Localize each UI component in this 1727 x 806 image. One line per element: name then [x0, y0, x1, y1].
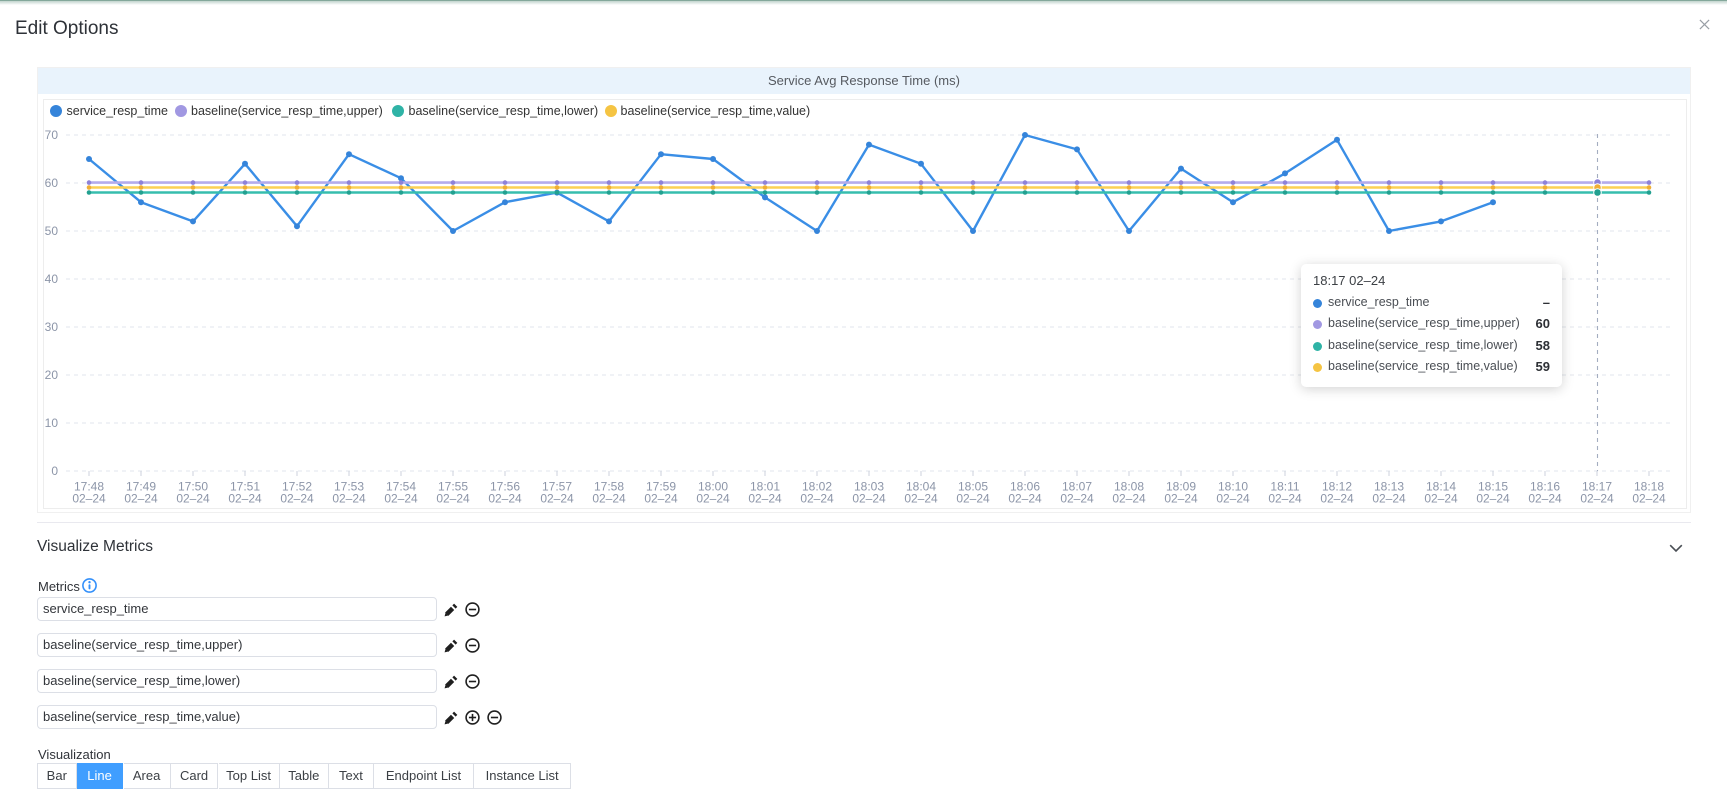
- svg-text:02–24: 02–24: [384, 492, 418, 506]
- svg-text:18:09: 18:09: [1166, 480, 1196, 494]
- svg-text:02–24: 02–24: [800, 492, 834, 506]
- svg-text:18:08: 18:08: [1114, 480, 1144, 494]
- svg-text:02–24: 02–24: [852, 492, 886, 506]
- svg-text:18:14: 18:14: [1426, 480, 1456, 494]
- svg-text:18:01: 18:01: [750, 480, 780, 494]
- svg-text:02–24: 02–24: [280, 492, 314, 506]
- svg-text:02–24: 02–24: [1528, 492, 1562, 506]
- svg-text:02–24: 02–24: [1580, 492, 1614, 506]
- svg-text:70: 70: [45, 128, 59, 142]
- svg-text:60: 60: [45, 176, 59, 190]
- svg-text:17:48: 17:48: [74, 480, 104, 494]
- svg-text:18:04: 18:04: [906, 480, 936, 494]
- svg-text:18:05: 18:05: [958, 480, 988, 494]
- svg-text:02–24: 02–24: [124, 492, 158, 506]
- svg-text:02–24: 02–24: [1164, 492, 1198, 506]
- svg-text:02–24: 02–24: [748, 492, 782, 506]
- svg-text:17:54: 17:54: [386, 480, 416, 494]
- svg-text:18:17: 18:17: [1582, 480, 1612, 494]
- svg-text:02–24: 02–24: [1060, 492, 1094, 506]
- svg-text:40: 40: [45, 272, 59, 286]
- svg-text:02–24: 02–24: [592, 492, 626, 506]
- svg-text:17:57: 17:57: [542, 480, 572, 494]
- svg-text:10: 10: [45, 416, 59, 430]
- svg-text:02–24: 02–24: [540, 492, 574, 506]
- svg-text:17:51: 17:51: [230, 480, 260, 494]
- svg-text:20: 20: [45, 368, 59, 382]
- svg-text:02–24: 02–24: [72, 492, 106, 506]
- svg-text:17:50: 17:50: [178, 480, 208, 494]
- svg-text:02–24: 02–24: [1216, 492, 1250, 506]
- svg-text:18:07: 18:07: [1062, 480, 1092, 494]
- svg-text:02–24: 02–24: [1008, 492, 1042, 506]
- svg-text:18:18: 18:18: [1634, 480, 1664, 494]
- svg-text:02–24: 02–24: [1632, 492, 1666, 506]
- svg-text:18:00: 18:00: [698, 480, 728, 494]
- svg-text:02–24: 02–24: [904, 492, 938, 506]
- svg-text:02–24: 02–24: [436, 492, 470, 506]
- svg-text:02–24: 02–24: [1112, 492, 1146, 506]
- svg-text:18:16: 18:16: [1530, 480, 1560, 494]
- svg-text:18:11: 18:11: [1270, 480, 1299, 494]
- svg-text:02–24: 02–24: [1320, 492, 1354, 506]
- svg-text:18:13: 18:13: [1374, 480, 1404, 494]
- svg-text:02–24: 02–24: [1476, 492, 1510, 506]
- svg-text:02–24: 02–24: [176, 492, 210, 506]
- svg-text:18:15: 18:15: [1478, 480, 1508, 494]
- svg-text:17:55: 17:55: [438, 480, 468, 494]
- svg-text:02–24: 02–24: [956, 492, 990, 506]
- svg-text:50: 50: [45, 224, 59, 238]
- svg-text:17:53: 17:53: [334, 480, 364, 494]
- svg-text:18:03: 18:03: [854, 480, 884, 494]
- svg-text:02–24: 02–24: [696, 492, 730, 506]
- svg-text:18:12: 18:12: [1322, 480, 1352, 494]
- svg-text:18:10: 18:10: [1218, 480, 1248, 494]
- svg-text:02–24: 02–24: [1268, 492, 1302, 506]
- svg-text:17:49: 17:49: [126, 480, 156, 494]
- svg-text:02–24: 02–24: [488, 492, 522, 506]
- svg-text:02–24: 02–24: [228, 492, 262, 506]
- svg-text:02–24: 02–24: [1372, 492, 1406, 506]
- svg-text:02–24: 02–24: [332, 492, 366, 506]
- svg-text:18:06: 18:06: [1010, 480, 1040, 494]
- svg-text:18:02: 18:02: [802, 480, 832, 494]
- svg-text:0: 0: [51, 464, 58, 478]
- svg-text:30: 30: [45, 320, 59, 334]
- svg-text:02–24: 02–24: [644, 492, 678, 506]
- svg-text:02–24: 02–24: [1424, 492, 1458, 506]
- svg-text:17:52: 17:52: [282, 480, 312, 494]
- svg-text:17:59: 17:59: [646, 480, 676, 494]
- svg-text:17:58: 17:58: [594, 480, 624, 494]
- svg-text:17:56: 17:56: [490, 480, 520, 494]
